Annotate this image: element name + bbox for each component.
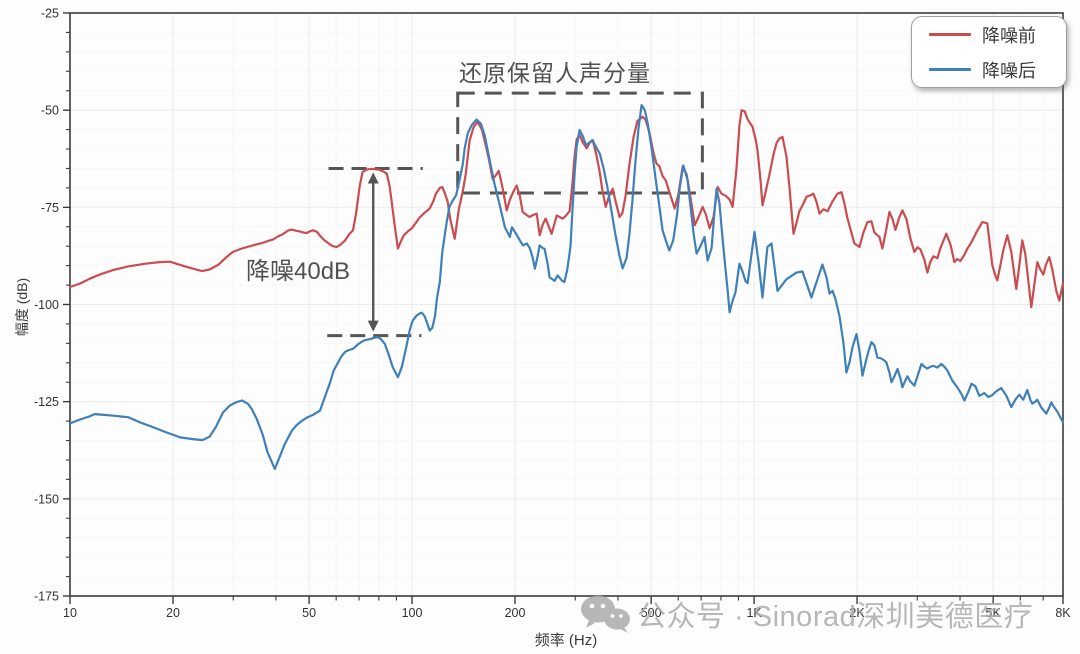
legend-label-after: 降噪后	[982, 60, 1036, 81]
y-tick-label: -100	[34, 298, 59, 312]
series-curve-before	[68, 109, 1065, 309]
y-tick-label: -75	[41, 201, 59, 215]
legend-item-after: 降噪后	[929, 57, 1066, 83]
x-tick-label: 2K	[849, 606, 865, 620]
y-tick-label: -25	[41, 7, 59, 21]
y-tick-label: -175	[34, 590, 59, 604]
x-tick-label: 500	[641, 606, 662, 620]
voice-box-annotation-label: 还原保留人声分量	[459, 60, 651, 86]
y-axis-title: 幅度 (dB)	[14, 277, 30, 337]
series-curve-after	[68, 104, 1065, 470]
voice-box-dashed-rect	[456, 91, 704, 195]
noise-reduction-arrow-head-down	[367, 320, 379, 332]
legend-item-before: 降噪前	[929, 22, 1066, 48]
x-axis-title: 频率 (Hz)	[534, 632, 598, 649]
y-tick-label: -125	[34, 395, 59, 409]
x-tick-label: 50	[302, 606, 316, 620]
x-tick-label: 1K	[746, 606, 762, 620]
x-tick-label: 200	[505, 606, 526, 620]
legend-label-before: 降噪前	[982, 25, 1036, 46]
x-tick-label: 8K	[1055, 606, 1071, 620]
x-tick-label: 100	[402, 606, 423, 620]
legend-line-blue	[929, 68, 971, 71]
x-tick-label: 20	[166, 606, 180, 620]
x-tick-label: 10	[63, 606, 77, 620]
y-tick-label: -150	[34, 492, 59, 506]
legend: 降噪前 降噪后	[911, 16, 1067, 88]
legend-line-red	[929, 33, 971, 36]
noise-reduction-arrow-head-up	[367, 172, 379, 184]
y-tick-label: -50	[41, 104, 59, 118]
x-tick-label: 5K	[986, 606, 1002, 620]
noise-reduction-annotation-label: 降噪40dB	[246, 258, 351, 285]
